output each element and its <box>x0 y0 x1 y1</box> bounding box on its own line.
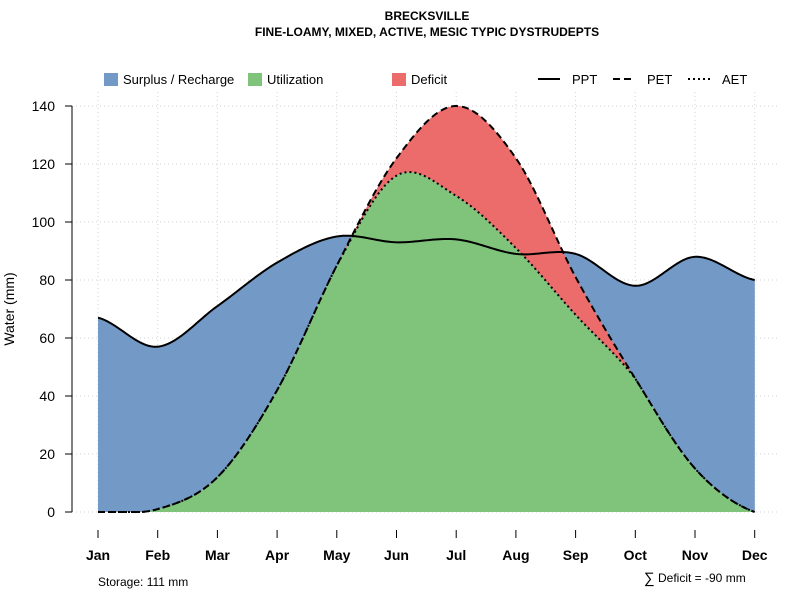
legend-label-pet: PET <box>647 72 672 87</box>
legend-swatch-surplus-recharge <box>104 73 118 86</box>
deficit-note: Deficit = -90 mm <box>658 571 746 585</box>
plot-area: 0 20 40 60 80 100 120 140 Jan Feb Mar Apr May Jun Jul A… <box>32 92 778 563</box>
y-tick-label-120: 120 <box>32 156 56 172</box>
y-tick-label-100: 100 <box>32 214 56 230</box>
x-tick-label-feb: Feb <box>145 547 170 563</box>
x-tick-label-may: May <box>323 547 350 563</box>
y-tick-label-140: 140 <box>32 98 56 114</box>
legend-label-ppt: PPT <box>572 72 597 87</box>
series-line-ppt <box>97 234 755 348</box>
x-tick-label-apr: Apr <box>265 547 290 563</box>
area-utilization <box>98 172 755 512</box>
y-axis-title: Water (mm) <box>1 272 17 345</box>
chart-subtitle: FINE-LOAMY, MIXED, ACTIVE, MESIC TYPIC D… <box>255 25 599 39</box>
x-tick-label-jun: Jun <box>384 547 409 563</box>
y-tick-label-40: 40 <box>39 388 55 404</box>
x-tick-label-jan: Jan <box>86 547 110 563</box>
series-line-aet <box>97 171 756 513</box>
legend-label-surplus-recharge: Surplus / Recharge <box>123 72 234 87</box>
y-tick-label-80: 80 <box>39 272 55 288</box>
x-tick-label-jul: Jul <box>446 547 466 563</box>
y-tick-label-60: 60 <box>39 330 55 346</box>
chart-title: BRECKSVILLE <box>385 9 470 23</box>
x-tick-label-mar: Mar <box>205 547 230 563</box>
legend: Surplus / Recharge Utilization Deficit PPT P… <box>104 72 747 87</box>
y-tick-label-0: 0 <box>47 504 55 520</box>
storage-note: Storage: 111 mm <box>98 575 188 589</box>
legend-label-utilization: Utilization <box>267 72 323 87</box>
area-surplus-above-aet <box>98 172 755 512</box>
y-tick-label-20: 20 <box>39 446 55 462</box>
x-tick-label-dec: Dec <box>742 547 768 563</box>
deficit-sum-symbol: ∑ <box>644 570 655 587</box>
legend-swatch-utilization <box>248 73 262 86</box>
legend-swatch-deficit <box>392 73 406 86</box>
x-tick-label-oct: Oct <box>624 547 648 563</box>
x-tick-label-sep: Sep <box>563 547 589 563</box>
legend-label-aet: AET <box>722 72 747 87</box>
x-tick-label-aug: Aug <box>502 547 529 563</box>
x-tick-label-nov: Nov <box>682 547 709 563</box>
legend-label-deficit: Deficit <box>411 72 448 87</box>
